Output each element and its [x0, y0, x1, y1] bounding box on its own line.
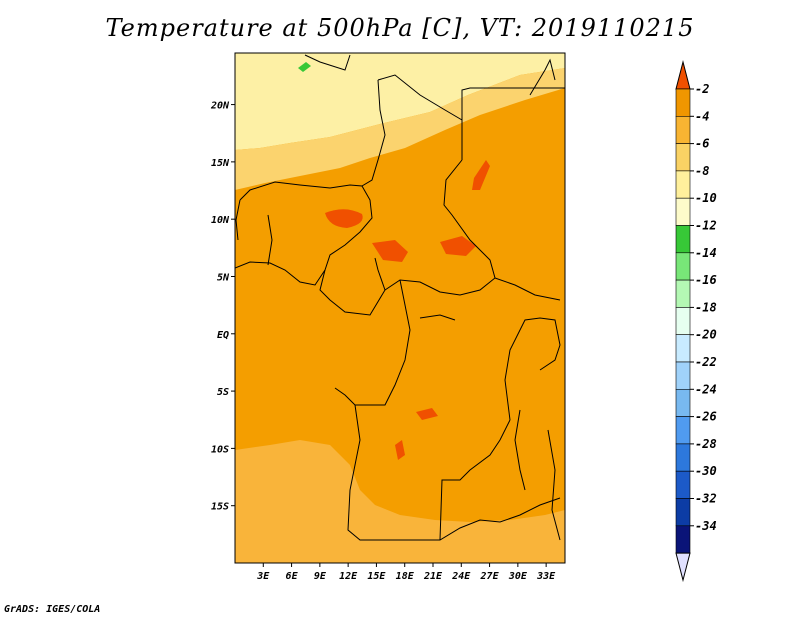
colorbar-segment: [675, 143, 691, 172]
x-tick-label: 3E: [256, 571, 270, 582]
colorbar-label: -26: [695, 410, 717, 424]
colorbar-segment: [675, 334, 691, 363]
boundary-line: [374, 159, 496, 296]
boundary-line: [235, 181, 373, 286]
y-tick-label: 5N: [217, 272, 230, 283]
boundary-line: [267, 214, 273, 266]
colorbar-segment: [675, 116, 691, 144]
boundary-line: [235, 199, 241, 241]
colorbar-label: -24: [695, 382, 717, 396]
colorbar-segment: [675, 197, 691, 226]
colorbar-label: -10: [695, 191, 717, 205]
y-axis: 20N 15N 10N 5N EQ 5S 10S 15S: [210, 101, 235, 513]
y-tick-label: EQ: [217, 330, 229, 341]
colorbar-segment: [675, 88, 691, 117]
colorbar-label: -34: [695, 519, 717, 533]
region-warm-patch: [472, 160, 490, 190]
y-tick-label: 20N: [210, 101, 230, 112]
region-sahel-band: [235, 68, 565, 190]
boundary-line: [529, 58, 556, 96]
colorbar-label: -28: [695, 437, 717, 451]
colorbar-over-triangle: [675, 60, 691, 90]
colorbar-under-triangle: [675, 552, 691, 583]
colorbar-segment: [675, 361, 691, 390]
y-tick-label: 15N: [211, 158, 230, 169]
x-tick-label: 9E: [314, 571, 327, 582]
colorbar-segment: [675, 443, 691, 472]
colorbar-label: -16: [695, 273, 717, 287]
boundary-line: [547, 429, 561, 541]
boundary-line: [461, 87, 565, 120]
region-warm-patch: [395, 440, 405, 460]
region-warm-patch: [440, 236, 476, 256]
boundary-line: [347, 404, 561, 541]
boundary-line: [319, 269, 386, 316]
boundary-line: [304, 54, 351, 71]
y-tick-label: 5S: [217, 387, 229, 398]
country-boundaries: [235, 54, 565, 541]
region-green-spot: [298, 62, 311, 72]
colorbar-label: -6: [695, 137, 709, 151]
boundary-line: [377, 74, 463, 160]
x-tick-label: 33E: [536, 571, 556, 582]
y-tick-label: 15S: [211, 502, 229, 513]
colorbar-label: -8: [695, 164, 709, 178]
region-warm-patch: [325, 209, 363, 228]
boundary-line: [361, 79, 386, 187]
colorbar-segment: [675, 498, 691, 527]
map-frame: [234, 52, 566, 564]
x-tick-label: 6E: [286, 571, 299, 582]
region-warm-patch: [372, 240, 408, 262]
colorbar-label: -22: [695, 355, 717, 369]
x-axis: 3E 6E 9E 12E 15E 18E 21E 24E 27E 30E 33E: [256, 563, 556, 582]
y-tick-label: 10S: [211, 444, 229, 455]
x-tick-label: 18E: [396, 571, 415, 582]
colorbar-label: -30: [695, 464, 717, 478]
x-tick-label: 27E: [480, 571, 500, 582]
grads-credit: GrADS: IGES/COLA: [4, 604, 101, 615]
boundary-line: [334, 279, 411, 406]
colorbar-segment: [675, 416, 691, 445]
x-tick-label: 21E: [423, 571, 443, 582]
colorbar-label: -32: [695, 492, 717, 506]
boundary-line: [494, 277, 561, 301]
region-southwest-band: [235, 440, 565, 563]
x-tick-label: 30E: [508, 571, 528, 582]
x-tick-label: 12E: [339, 571, 358, 582]
y-tick-label: 10N: [211, 215, 230, 226]
colorbar-segment: [675, 388, 691, 417]
colorbar-segment: [675, 252, 691, 281]
colorbar-label: -2: [695, 82, 709, 96]
colorbar-segment: [675, 307, 691, 335]
colorbar-segment: [675, 225, 691, 254]
x-tick-label: 24E: [451, 571, 471, 582]
boundary-line: [514, 409, 526, 491]
map-field: [235, 53, 565, 563]
boundary-line: [439, 419, 511, 541]
colorbar-segment: [675, 525, 691, 554]
colorbar-segment: [675, 279, 691, 308]
colorbar-segment: [675, 470, 691, 499]
colorbar-label: -18: [695, 300, 717, 314]
colorbar: -2 -4 -6 -8 -10 -12 -14 -16 -18 -20 -22 -24 -26 -28 -3…: [675, 60, 717, 583]
x-tick-label: 15E: [367, 571, 386, 582]
boundary-line: [504, 317, 561, 421]
colorbar-label: -4: [695, 109, 709, 123]
chart-title: Temperature at 500hPa [C], VT: 201911021…: [105, 14, 695, 42]
colorbar-label: -12: [695, 219, 717, 233]
colorbar-label: -14: [695, 246, 717, 260]
region-north-sahara-cold: [235, 53, 565, 150]
boundary-line: [419, 314, 456, 321]
colorbar-label: -20: [695, 328, 717, 342]
region-warm-patch: [416, 408, 438, 420]
colorbar-segment: [675, 170, 691, 199]
